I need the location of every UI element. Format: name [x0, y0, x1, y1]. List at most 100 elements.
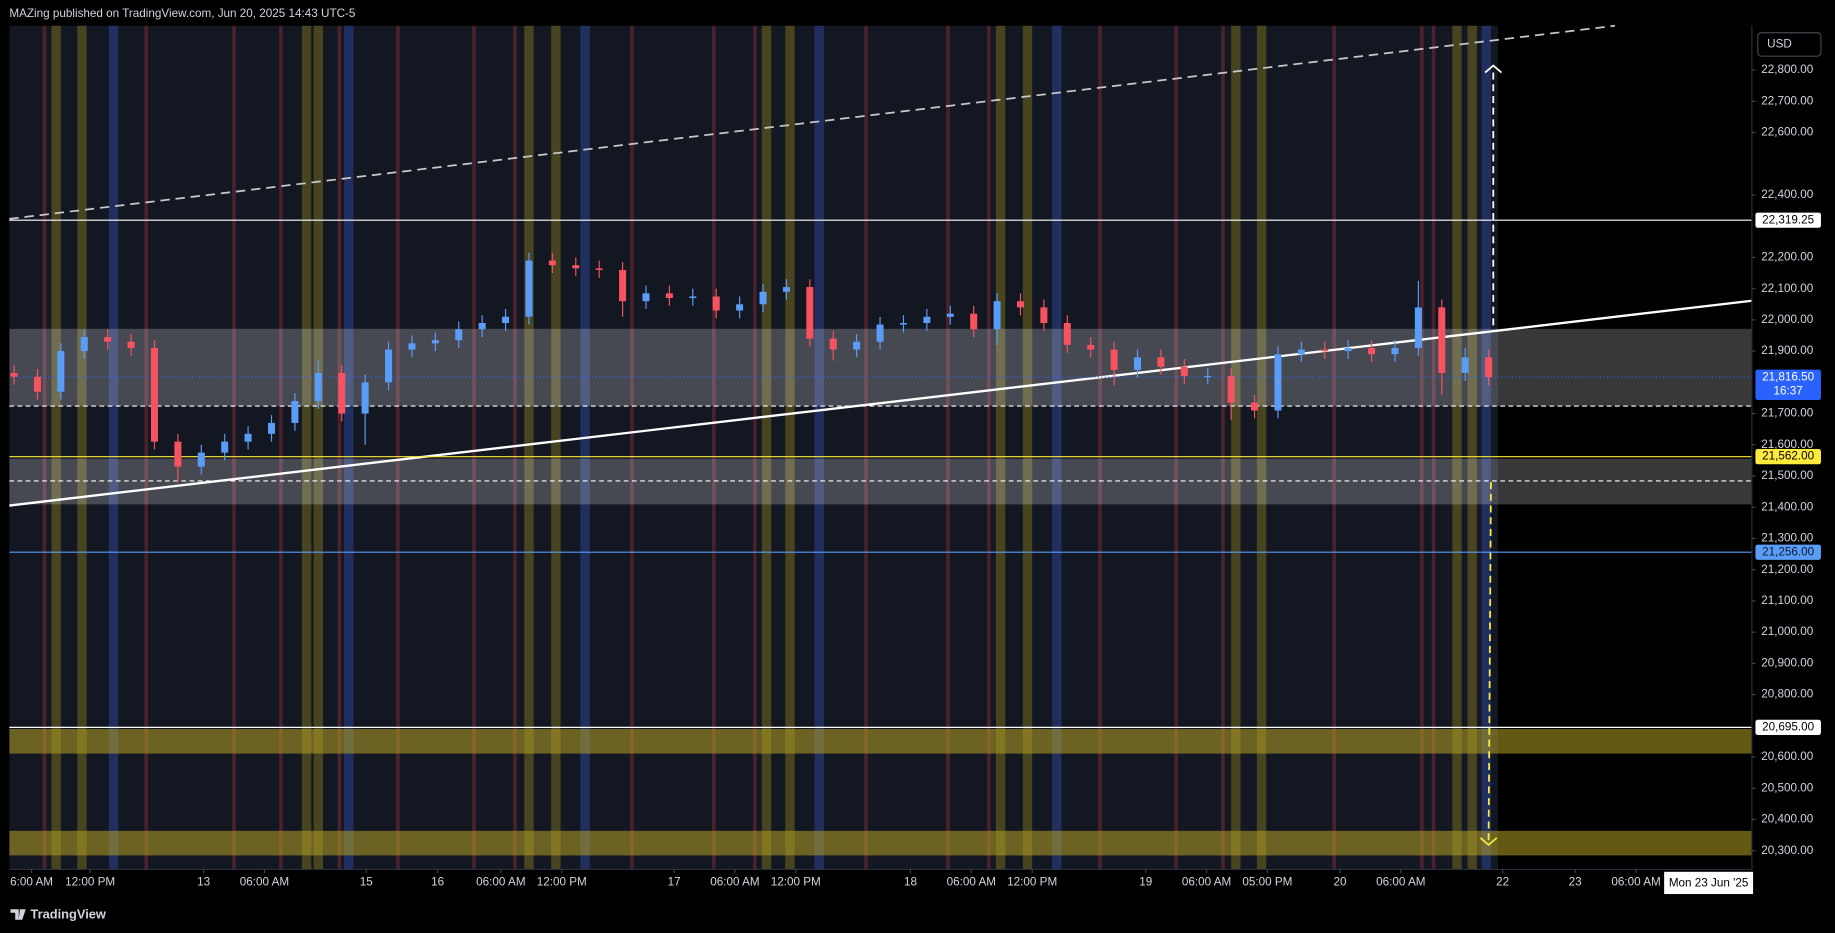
level-box [1755, 369, 1821, 401]
axes: 22,800.00 22,700.00 22,600.00 22,400.00 22,2… [10, 63, 1821, 895]
y-tick-label: 21,600.00 [1761, 438, 1813, 451]
y-tick-label: 20,800.00 [1761, 688, 1813, 701]
y-tick-label: 22,800.00 [1761, 63, 1813, 76]
blue-band [1481, 25, 1491, 870]
candle-body [10, 372, 18, 377]
candle-body [1438, 307, 1446, 373]
y-tick-label: 21,400.00 [1761, 500, 1813, 513]
candle-body [782, 287, 790, 292]
y-tick-label: 22,000.00 [1761, 313, 1813, 326]
level-label: 21,562.00 [1762, 450, 1814, 463]
red-band [630, 25, 634, 870]
x-tick-label: 12:00 PM [65, 875, 115, 888]
yellow-zone [9, 830, 1752, 856]
candle-body [291, 401, 299, 423]
candle-body [80, 337, 88, 352]
projection-down [1487, 482, 1492, 841]
candle-body [759, 291, 767, 305]
candle-body [1391, 347, 1399, 355]
candle-body [946, 313, 954, 317]
yellow-band [51, 25, 61, 870]
y-tick-label: 21,900.00 [1761, 344, 1813, 357]
candle-body [923, 316, 931, 324]
candle-body [478, 323, 486, 330]
candle-body [665, 293, 673, 299]
price-levels [9, 219, 1752, 728]
candle-body [712, 296, 720, 311]
candle-body [1297, 349, 1305, 355]
candle-body [1227, 376, 1235, 403]
currency: USD [1767, 38, 1792, 51]
candle-body [408, 343, 416, 350]
level-label: 22,319.25 [1762, 213, 1814, 226]
candle-body [899, 323, 907, 325]
candle-body [853, 341, 861, 350]
candle-body [993, 301, 1001, 330]
level-label: 21,816.50 [1762, 370, 1814, 383]
candle-body [221, 441, 229, 453]
candle-body [361, 382, 369, 414]
candle-body [525, 260, 533, 317]
crosshair-label: Mon 23 Jun '25 [1669, 877, 1749, 890]
x-tick-label: 18 [904, 875, 917, 888]
level-box [1755, 212, 1821, 228]
candle-body [1063, 323, 1071, 345]
red-band [987, 25, 991, 870]
candle-body [33, 376, 41, 392]
candle-body [572, 265, 580, 269]
level-box [1755, 719, 1821, 735]
x-tick-label: 6:00 AM [10, 875, 53, 888]
candles [10, 252, 1493, 483]
yellow-band [551, 25, 561, 870]
candle-body [338, 372, 346, 414]
candle-body [1134, 357, 1142, 370]
yellow-band [1022, 25, 1033, 870]
x-tick-label: 06:00 AM [1611, 875, 1660, 888]
candle-body [829, 338, 837, 350]
candle-body [244, 433, 252, 442]
red-band [232, 25, 236, 870]
x-tick-label: 12:00 PM [771, 875, 821, 888]
candle-body [970, 313, 978, 330]
candle-body [1157, 357, 1165, 367]
yellow-band [995, 25, 1006, 870]
trendline [9, 299, 1753, 507]
candle-body [876, 324, 884, 342]
y-tick-label: 20,900.00 [1761, 656, 1813, 669]
red-band [864, 25, 868, 870]
future-area [1497, 25, 1752, 870]
arrow-head [1479, 837, 1498, 847]
x-tick-label: 17 [668, 875, 681, 888]
x-tick-label: 06:00 AM [476, 875, 525, 888]
y-tick-label: 20,500.00 [1761, 781, 1813, 794]
x-tick-label: 22 [1496, 875, 1509, 888]
x-tick-label: 06:00 AM [1376, 875, 1425, 888]
red-band [1431, 25, 1436, 870]
arrow-head [1484, 64, 1503, 74]
x-tick-label: 06:00 AM [240, 875, 289, 888]
x-tick-label: 06:00 AM [710, 875, 759, 888]
candle-body [642, 293, 650, 302]
x-tick-label: 12:00 PM [1007, 875, 1057, 888]
currency-box[interactable] [1757, 32, 1822, 57]
candle-body [736, 304, 744, 311]
x-tick-label: 13 [197, 875, 210, 888]
red-band [1420, 25, 1424, 870]
level-box [1755, 449, 1821, 465]
blue-band [108, 25, 119, 870]
candle-body [150, 347, 158, 442]
candle-body [314, 372, 322, 402]
x-tick-label: 19 [1139, 875, 1152, 888]
red-band [1098, 25, 1102, 870]
yellow-band [1452, 25, 1462, 870]
y-tick-label: 22,600.00 [1761, 126, 1813, 139]
red-band [712, 25, 716, 870]
y-tick-label: 21,700.00 [1761, 407, 1813, 420]
y-tick-label: 22,200.00 [1761, 251, 1813, 264]
crosshair-box [1664, 871, 1754, 895]
header: MAZing published on TradingView.com, Jun… [9, 7, 356, 20]
yellow-band [301, 25, 312, 870]
yellow-band [1256, 25, 1267, 870]
blue-band [1052, 25, 1062, 870]
